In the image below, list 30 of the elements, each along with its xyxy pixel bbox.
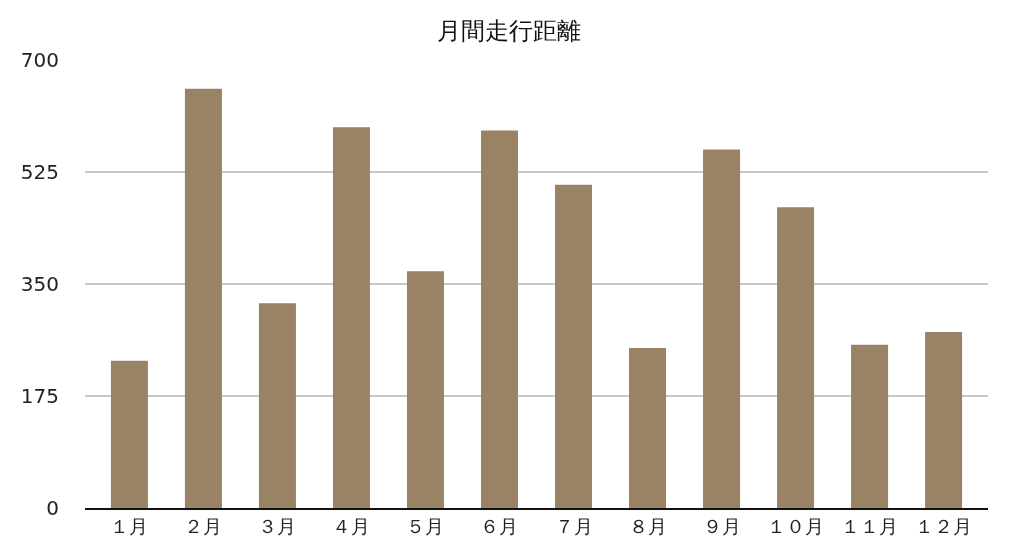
bar (332, 127, 370, 508)
x-tick-label: ８月 (628, 514, 667, 537)
bar (703, 149, 741, 508)
x-tick-label: ５月 (406, 514, 445, 537)
bar (777, 207, 815, 508)
x-tick-label: １１月 (841, 514, 899, 537)
bar (406, 271, 444, 508)
x-tick-label: ９月 (702, 514, 741, 537)
y-tick-label: 700 (20, 48, 59, 72)
x-tick-label: ６月 (480, 514, 519, 537)
x-tick-label: ７月 (554, 514, 593, 537)
x-tick-label: １０月 (767, 514, 825, 537)
x-tick-label: ４月 (332, 514, 371, 537)
y-tick-label: 525 (20, 160, 59, 184)
bar (851, 344, 889, 508)
bar (184, 88, 222, 508)
bar (110, 360, 148, 508)
x-tick-label: ３月 (258, 514, 297, 537)
chart-title: 月間走行距離 (437, 17, 581, 46)
y-tick-label: 0 (46, 496, 59, 520)
x-tick-label: １２月 (915, 514, 973, 537)
bar (258, 303, 296, 508)
bar (480, 130, 518, 508)
y-tick-label: 175 (20, 384, 59, 408)
bar (925, 332, 963, 508)
bar (555, 184, 593, 508)
y-tick-label: 350 (20, 272, 59, 296)
bar (629, 348, 667, 508)
x-tick-label: １月 (110, 514, 149, 537)
x-tick-label: ２月 (184, 514, 223, 537)
